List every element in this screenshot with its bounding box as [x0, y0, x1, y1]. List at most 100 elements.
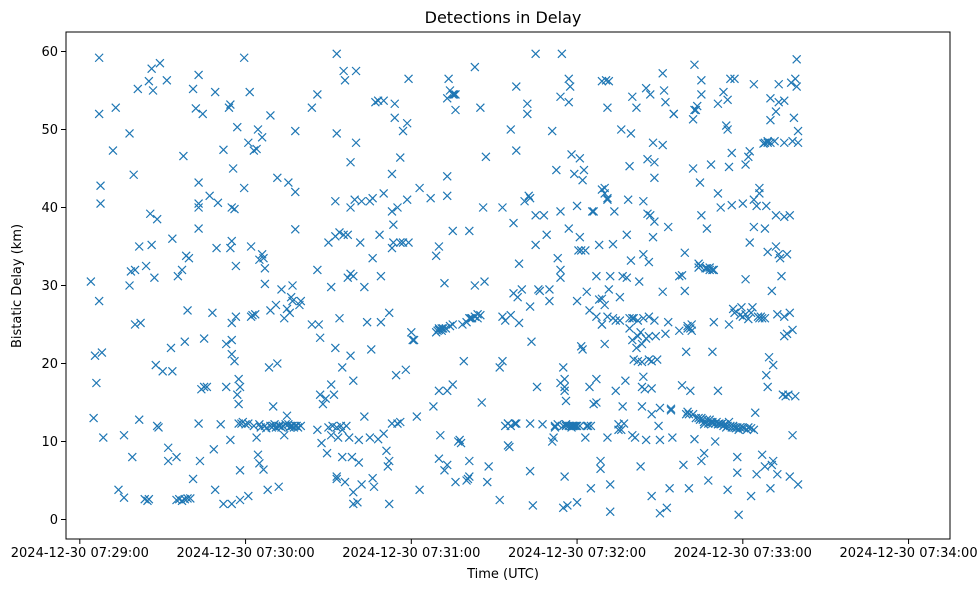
data-point	[333, 433, 343, 443]
data-point	[167, 366, 177, 376]
data-point	[538, 419, 547, 429]
data-point	[412, 412, 422, 421]
data-point	[525, 193, 535, 203]
data-point	[440, 278, 449, 288]
data-point	[622, 230, 632, 240]
data-point	[658, 68, 668, 78]
data-point	[763, 138, 773, 148]
data-point	[166, 343, 176, 353]
data-point	[684, 483, 694, 493]
data-point	[605, 479, 615, 489]
data-point	[688, 114, 698, 124]
data-point	[636, 462, 646, 471]
data-point	[227, 499, 237, 509]
data-point	[702, 224, 712, 233]
data-point	[706, 160, 716, 170]
data-point	[384, 499, 394, 509]
data-point	[191, 104, 201, 113]
data-point	[647, 409, 657, 419]
data-point	[712, 417, 721, 427]
data-point	[766, 93, 775, 103]
data-point	[243, 138, 253, 148]
data-point	[259, 253, 268, 263]
data-point	[723, 125, 733, 134]
data-point	[332, 472, 342, 482]
data-point	[183, 494, 192, 503]
data-point	[144, 76, 154, 86]
data-point	[696, 89, 706, 99]
data-point	[434, 454, 444, 464]
data-point	[194, 199, 204, 209]
data-point	[404, 74, 413, 84]
data-point	[134, 415, 144, 425]
data-point	[129, 170, 139, 180]
data-point	[609, 206, 619, 216]
data-point	[506, 421, 516, 431]
data-point	[625, 161, 634, 171]
data-point	[227, 203, 237, 212]
data-point	[528, 501, 538, 510]
data-point	[185, 494, 195, 503]
data-point	[177, 265, 187, 275]
data-point	[241, 419, 250, 429]
data-point	[596, 464, 605, 474]
data-point	[630, 433, 640, 443]
data-point	[694, 259, 704, 269]
data-point	[402, 195, 412, 205]
data-point	[221, 382, 231, 392]
data-point	[375, 230, 384, 240]
data-point	[743, 152, 753, 162]
data-point	[202, 382, 212, 392]
data-point	[615, 292, 625, 302]
data-point	[741, 160, 750, 170]
data-point	[271, 300, 281, 310]
data-point	[591, 271, 601, 281]
data-point	[431, 251, 441, 261]
data-point	[713, 189, 723, 198]
data-point	[600, 189, 610, 198]
data-point	[127, 452, 137, 462]
x-tick-label: 2024-12-30 07:33:00	[674, 546, 812, 561]
data-point	[575, 421, 585, 431]
data-point	[761, 370, 771, 380]
data-point	[268, 401, 278, 411]
data-point	[445, 321, 455, 331]
data-point	[645, 210, 655, 220]
data-point	[619, 419, 629, 428]
data-point	[369, 482, 379, 492]
data-point	[535, 286, 545, 296]
data-point	[408, 335, 418, 345]
data-point	[620, 376, 630, 386]
y-axis-title: Bistatic Delay (km)	[10, 224, 25, 348]
data-point	[337, 452, 347, 462]
data-point	[527, 337, 536, 347]
data-point	[281, 419, 291, 429]
data-point	[91, 378, 101, 388]
data-point	[94, 109, 104, 119]
data-point	[511, 419, 521, 428]
data-point	[212, 243, 221, 253]
data-point	[677, 380, 687, 390]
data-point	[683, 407, 692, 417]
data-point	[506, 310, 516, 320]
data-point	[355, 238, 365, 248]
data-point	[498, 356, 507, 366]
data-point	[249, 146, 259, 155]
data-point	[702, 263, 712, 273]
data-point	[688, 164, 698, 173]
data-point	[575, 153, 585, 163]
data-point	[368, 253, 378, 263]
data-point	[608, 239, 618, 249]
data-point	[154, 423, 163, 432]
data-point	[604, 76, 614, 86]
data-point	[772, 469, 782, 479]
data-point	[582, 287, 592, 297]
data-point	[658, 140, 668, 150]
data-point	[561, 419, 571, 429]
data-point	[738, 199, 748, 209]
data-point	[451, 105, 460, 115]
y-tick-label: 60	[41, 45, 58, 60]
data-point	[782, 249, 792, 259]
data-point	[644, 331, 654, 341]
data-point	[290, 126, 300, 136]
